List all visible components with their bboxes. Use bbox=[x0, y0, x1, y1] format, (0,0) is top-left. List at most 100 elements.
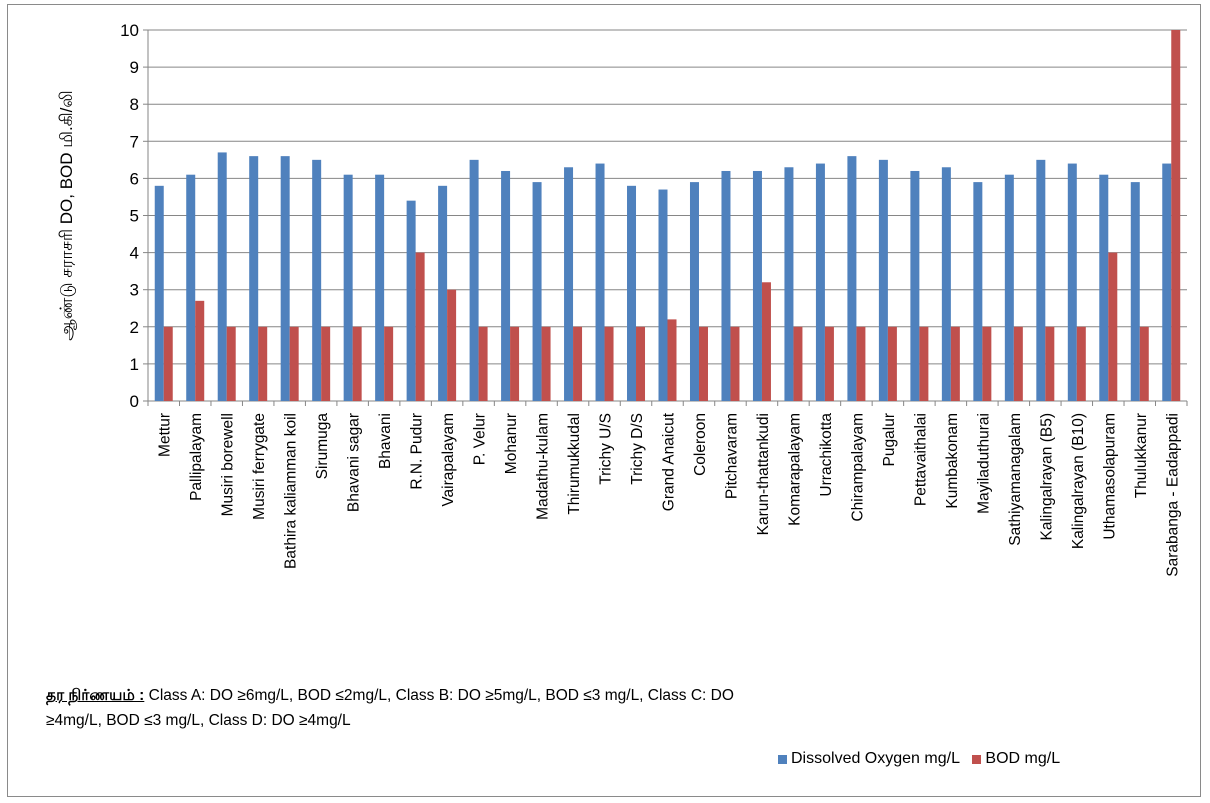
bar-bod bbox=[478, 326, 488, 401]
x-tick-label: Uthamasolapuram bbox=[1101, 413, 1118, 540]
bar-dissolved-oxygen bbox=[878, 159, 888, 401]
x-tick-label: Madathu-kulam bbox=[535, 413, 552, 520]
x-tick-label: Thirumukkudal bbox=[566, 413, 583, 515]
chart-legend: Dissolved Oxygen mg/L BOD mg/L bbox=[778, 750, 1068, 769]
legend-item-bod: BOD mg/L bbox=[972, 750, 1060, 768]
y-tick-label: 5 bbox=[130, 207, 139, 226]
bar-dissolved-oxygen bbox=[375, 174, 385, 401]
x-tick-label: Pallipalayam bbox=[188, 413, 205, 501]
bar-bod bbox=[636, 326, 646, 401]
bar-dissolved-oxygen bbox=[343, 174, 353, 401]
bar-dissolved-oxygen bbox=[532, 182, 542, 401]
bar-bod bbox=[447, 289, 457, 401]
bar-dissolved-oxygen bbox=[689, 182, 699, 401]
x-tick-label: Grand Anaicut bbox=[661, 412, 678, 511]
bar-bod bbox=[384, 326, 394, 401]
bar-bod bbox=[887, 326, 897, 401]
x-tick-label: Coleroon bbox=[692, 413, 709, 476]
bar-bod bbox=[226, 326, 236, 401]
bar-bod bbox=[761, 282, 771, 401]
bar-dissolved-oxygen bbox=[784, 167, 794, 401]
legend-swatch-do bbox=[778, 754, 787, 764]
bar-dissolved-oxygen bbox=[249, 156, 259, 401]
x-tick-label: Bhavani sagar bbox=[346, 413, 363, 512]
bar-dissolved-oxygen bbox=[1130, 182, 1140, 401]
bar-bod bbox=[730, 326, 740, 401]
bar-dissolved-oxygen bbox=[627, 185, 637, 401]
bar-bod bbox=[919, 326, 929, 401]
bar-dissolved-oxygen bbox=[595, 163, 605, 401]
bar-dissolved-oxygen bbox=[1067, 163, 1077, 401]
x-tick-label: Bathira kaliamman koil bbox=[283, 413, 300, 569]
bar-bod bbox=[950, 326, 960, 401]
x-tick-label: Mohanur bbox=[503, 413, 520, 474]
x-tick-label: Mayiladuthurai bbox=[975, 413, 992, 514]
bar-dissolved-oxygen bbox=[312, 159, 322, 401]
bar-dissolved-oxygen bbox=[154, 185, 164, 401]
bar-bod bbox=[163, 326, 173, 401]
bar-bod bbox=[289, 326, 299, 401]
bar-bod bbox=[573, 326, 583, 401]
y-tick-label: 0 bbox=[130, 392, 139, 411]
bar-bod bbox=[352, 326, 362, 401]
x-tick-label: Kalingalrayan (B10) bbox=[1070, 413, 1087, 549]
x-tick-label: Chirampalayam bbox=[849, 413, 866, 522]
water-quality-criteria-note: தர நிர்ணயம் : Class A: DO ≥6mg/L, BOD ≤2… bbox=[46, 683, 766, 733]
bar-dissolved-oxygen bbox=[1162, 163, 1172, 401]
x-tick-label: Sirumuga bbox=[314, 413, 331, 480]
bar-dissolved-oxygen bbox=[815, 163, 825, 401]
x-tick-label: Kalingalrayan (B5) bbox=[1038, 413, 1055, 541]
bar-dissolved-oxygen bbox=[941, 167, 951, 401]
bar-bod bbox=[195, 300, 205, 401]
bar-dissolved-oxygen bbox=[186, 174, 196, 401]
x-tick-label: Komarapalayam bbox=[786, 413, 803, 526]
bar-bod bbox=[856, 326, 866, 401]
legend-swatch-bod bbox=[972, 754, 982, 764]
bar-dissolved-oxygen bbox=[752, 170, 762, 401]
bar-dissolved-oxygen bbox=[973, 182, 983, 401]
bar-dissolved-oxygen bbox=[438, 185, 448, 401]
y-tick-label: 8 bbox=[130, 95, 139, 114]
x-tick-label: Trichy U/S bbox=[598, 413, 615, 485]
bar-bod bbox=[793, 326, 803, 401]
y-tick-label: 4 bbox=[130, 244, 139, 263]
bar-bod bbox=[1045, 326, 1055, 401]
x-tick-label: Vairapalayam bbox=[440, 413, 457, 507]
y-tick-label: 6 bbox=[130, 169, 139, 188]
y-tick-label: 10 bbox=[120, 21, 139, 40]
bar-bod bbox=[604, 326, 614, 401]
x-tick-label: Musiri borewell bbox=[220, 413, 237, 516]
bar-bod bbox=[824, 326, 834, 401]
bar-dissolved-oxygen bbox=[217, 152, 227, 401]
bar-bod bbox=[1076, 326, 1086, 401]
x-tick-label: Musiri ferrygate bbox=[251, 413, 268, 520]
bar-bod bbox=[258, 326, 268, 401]
y-tick-label: 9 bbox=[130, 58, 139, 77]
bar-dissolved-oxygen bbox=[658, 189, 668, 401]
y-axis-title: ஆண்டு சராசரி DO, BOD மி.கி/லி bbox=[57, 90, 76, 340]
bar-bod bbox=[667, 319, 677, 401]
x-tick-label: Trichy D/S bbox=[629, 413, 646, 485]
criteria-text: Class A: DO ≥6mg/L, BOD ≤2mg/L, Class B:… bbox=[46, 687, 734, 729]
bar-bod bbox=[510, 326, 520, 401]
bar-bod bbox=[321, 326, 331, 401]
bar-dissolved-oxygen bbox=[721, 170, 731, 401]
x-tick-label: Pettavaithalai bbox=[912, 413, 929, 506]
y-tick-label: 1 bbox=[130, 355, 139, 374]
x-tick-label: Mettur bbox=[157, 413, 174, 457]
bar-bod bbox=[1013, 326, 1023, 401]
x-tick-label: Kumbakonam bbox=[944, 413, 961, 509]
bar-bod bbox=[541, 326, 551, 401]
bar-bod bbox=[1171, 30, 1181, 401]
legend-item-do: Dissolved Oxygen mg/L bbox=[778, 750, 960, 768]
x-tick-label: Pitchavaram bbox=[723, 413, 740, 499]
bar-bod bbox=[1139, 326, 1149, 401]
bar-dissolved-oxygen bbox=[280, 156, 290, 401]
x-tick-label: R.N. Pudur bbox=[409, 413, 426, 490]
x-tick-label: Sarabanga - Eadappadi bbox=[1164, 413, 1181, 577]
y-tick-label: 2 bbox=[130, 318, 139, 337]
bar-dissolved-oxygen bbox=[406, 200, 416, 401]
bar-dissolved-oxygen bbox=[1036, 159, 1046, 401]
bar-dissolved-oxygen bbox=[1004, 174, 1014, 401]
x-tick-label: Sathiyamanagalam bbox=[1007, 413, 1024, 546]
